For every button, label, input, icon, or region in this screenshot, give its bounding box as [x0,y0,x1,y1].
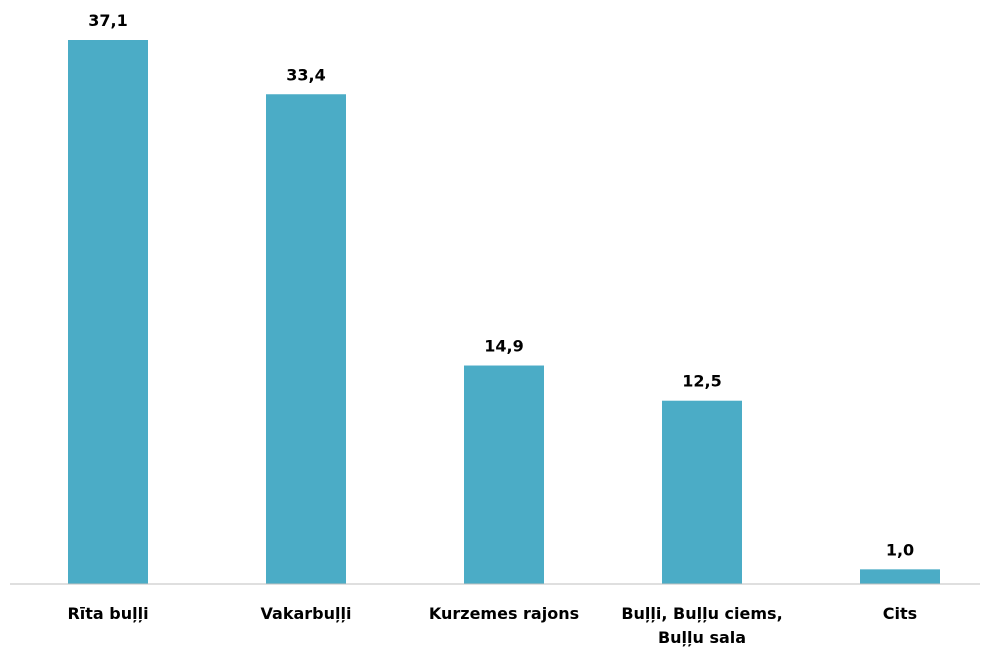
bar [266,94,346,585]
bar [662,400,742,584]
x-tick-label: Kurzemes rajons [428,604,580,623]
x-tick-label: Rīta buļļi [67,604,149,623]
x-tick-label: Cits [882,604,918,623]
bar [464,365,544,584]
value-label: 33,4 [286,65,325,84]
value-label: 37,1 [88,11,127,30]
x-tick-label: Vakarbuļļi [260,604,352,623]
bar [68,40,148,584]
x-tick-label: Buļļi, Buļļu ciems, Buļļu sala [621,604,783,647]
value-label: 12,5 [682,372,721,391]
value-label: 1,0 [886,540,914,559]
value-label: 14,9 [484,337,523,356]
bar [860,569,940,584]
